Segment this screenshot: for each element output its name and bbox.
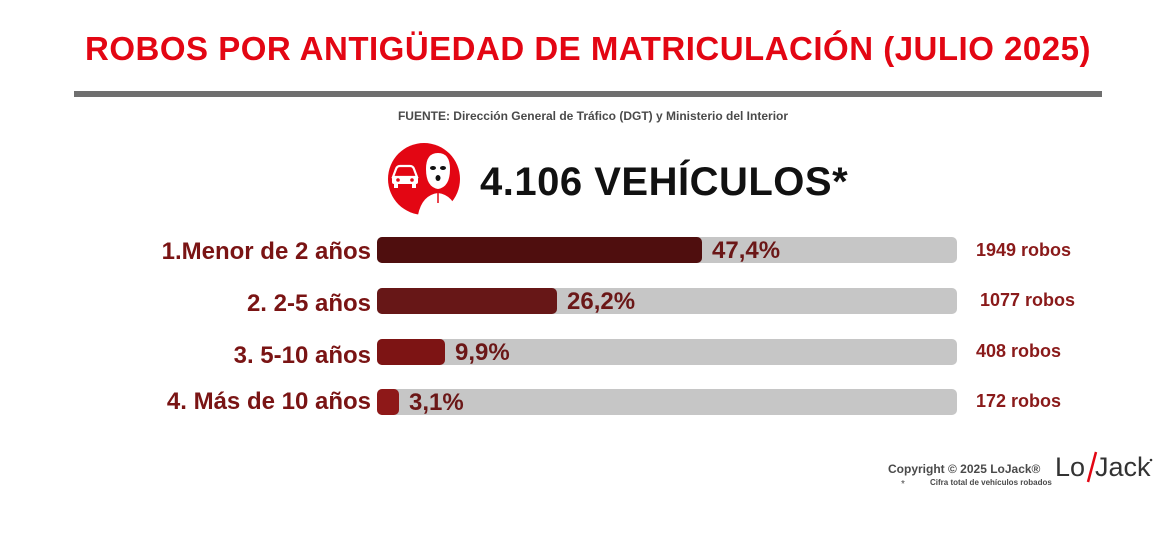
value-label: 9,9% [455, 339, 510, 366]
car-and-masked-thief-icon [388, 143, 460, 215]
count-label: 1949 robos [976, 240, 1072, 260]
bar-track [377, 339, 957, 365]
category-label: 3. 5-10 años [233, 342, 371, 369]
lojack-logo: Lo Jack [1055, 451, 1153, 483]
value-label: 3,1% [409, 389, 464, 416]
footnote: Cifra total de vehículos robados [930, 478, 1052, 487]
value-label: 47,4% [712, 237, 781, 264]
count-label: 172 robos [976, 391, 1062, 411]
total-vehicles: 4.106 VEHÍCULOS* [480, 160, 849, 204]
bar [377, 288, 557, 314]
category-label: 4. Más de 10 años [166, 388, 371, 415]
bar-track [377, 288, 957, 314]
category-label: 1.Menor de 2 años [161, 238, 371, 265]
svg-text:Lo: Lo [1055, 452, 1085, 482]
copyright: Copyright © 2025 LoJack® [888, 462, 1041, 476]
bar [377, 237, 702, 263]
count-label: 408 robos [976, 341, 1062, 361]
bar [377, 389, 399, 415]
source-note: FUENTE: Dirección General de Tráfico (DG… [397, 109, 789, 123]
bar [377, 339, 445, 365]
count-label: 1077 robos [980, 290, 1076, 310]
chart-title: ROBOS POR ANTIGÜEDAD DE MATRICULACIÓN (J… [85, 30, 1091, 67]
title-divider [74, 91, 1102, 97]
category-label: 2. 2-5 años [246, 290, 371, 317]
footnote-marker: * [901, 479, 905, 490]
value-label: 26,2% [567, 288, 636, 315]
bar-track [377, 389, 957, 415]
svg-text:Jack: Jack [1095, 452, 1151, 482]
bar-track [377, 237, 957, 263]
